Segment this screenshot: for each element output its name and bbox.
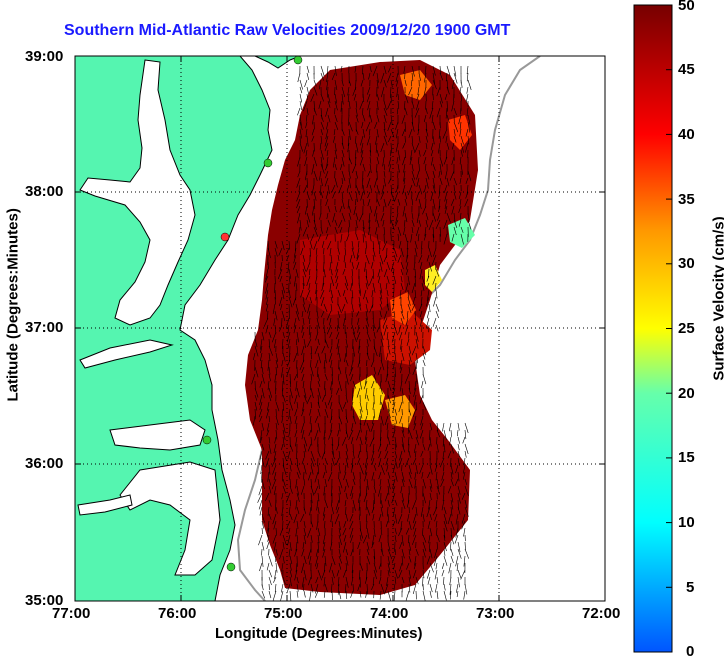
colorbar-label: Surface Velocity (cm/s) <box>711 204 724 394</box>
x-tick: 72:00 <box>582 605 620 622</box>
y-axis-label: Latitude (Degrees:Minutes) <box>5 252 22 402</box>
station-marker <box>227 563 235 571</box>
x-tick: 73:00 <box>476 605 514 622</box>
colorbar-tick: 20 <box>678 385 695 402</box>
colorbar-tick: 5 <box>686 579 694 596</box>
x-tick: 75:00 <box>264 605 302 622</box>
colorbar-tick: 45 <box>678 61 695 78</box>
colorbar-tick: 25 <box>678 320 695 337</box>
y-tick: 36:00 <box>25 455 63 472</box>
colorbar-tick: 40 <box>678 126 695 143</box>
x-tick: 76:00 <box>158 605 196 622</box>
colorbar-tick: 30 <box>678 255 695 272</box>
y-tick: 39:00 <box>25 48 63 65</box>
station-marker <box>221 233 229 241</box>
colorbar-tick: 0 <box>686 643 694 660</box>
station-marker <box>203 436 211 444</box>
colorbar-tick: 15 <box>678 449 695 466</box>
colorbar-tick: 50 <box>678 0 695 14</box>
station-marker <box>264 159 272 167</box>
y-tick: 37:00 <box>25 319 63 336</box>
colorbar-tick: 10 <box>678 514 695 531</box>
x-tick: 77:00 <box>52 605 90 622</box>
y-tick: 38:00 <box>25 183 63 200</box>
x-tick: 74:00 <box>370 605 408 622</box>
colorbar-tick: 35 <box>678 191 695 208</box>
station-marker <box>294 56 302 64</box>
x-axis-label: Longitude (Degrees:Minutes) <box>215 625 423 642</box>
